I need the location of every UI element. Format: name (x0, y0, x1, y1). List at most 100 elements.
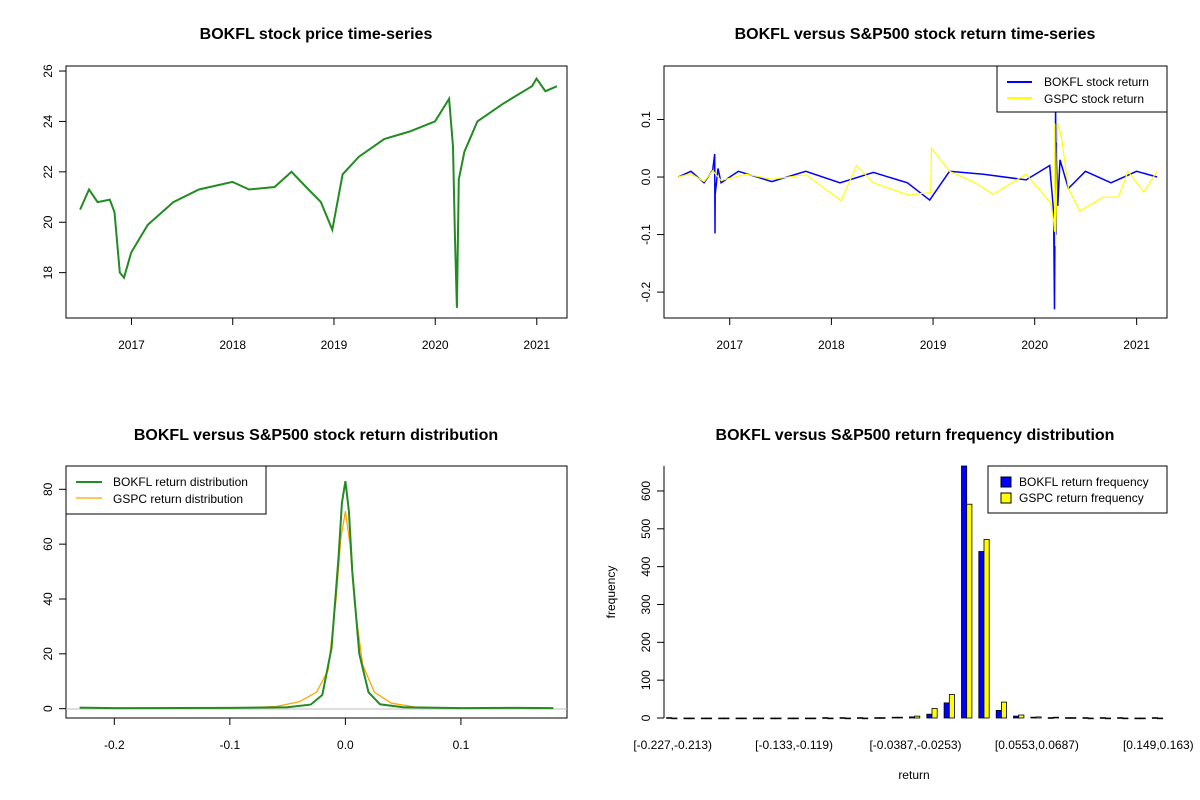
return-frequency-y-axis: 0 100 200 300 400 500 600 (639, 481, 664, 721)
x-tick-label: 2018 (219, 338, 246, 352)
bokfl-density-line (79, 480, 554, 710)
return-density-y-axis: 0 20 40 60 80 (41, 482, 66, 712)
x-axis-label: return (898, 768, 929, 782)
bokfl-frequency-bar (995, 710, 1002, 719)
price-chart-x-axis: 2017 2018 2019 2020 2021 (118, 318, 550, 352)
y-tick-label: 18 (41, 266, 55, 280)
price-chart-y-axis: 18 20 22 24 26 (41, 64, 66, 279)
bokfl-frequency-bar (683, 717, 690, 720)
y-tick-label: 22 (41, 165, 55, 179)
return-timeseries-plot-box (663, 65, 1168, 319)
gspc-frequency-bar (844, 717, 851, 720)
bokfl-frequency-bar (700, 717, 707, 720)
return-frequency-panel: BOKFL versus S&P500 return frequency dis… (604, 427, 1194, 782)
x-tick-label: [-0.227,-0.213) (633, 738, 712, 752)
gspc-frequency-bar (723, 717, 730, 720)
y-tick-label: 100 (639, 670, 653, 690)
bokfl-frequency-bar (839, 717, 846, 719)
x-tick-label: 2020 (422, 338, 449, 352)
gspc-frequency-bar (966, 503, 973, 719)
y-tick-label: 24 (41, 114, 55, 128)
gspc-frequency-bar (862, 717, 869, 720)
y-tick-label: 40 (41, 592, 55, 606)
y-tick-label: 500 (639, 518, 653, 538)
gspc-frequency-bar (1035, 716, 1042, 719)
legend-label-gspc: GSPC return distribution (113, 492, 243, 506)
bokfl-frequency-bar (1117, 717, 1124, 719)
x-tick-label: 2019 (321, 338, 348, 352)
bokfl-return-line (677, 107, 1158, 310)
bokfl-frequency-bar (666, 717, 673, 719)
gspc-frequency-bar (1001, 701, 1008, 719)
bokfl-frequency-bar (735, 717, 742, 720)
legend-box (987, 465, 1168, 514)
x-tick-label: [-0.0387,-0.0253) (869, 738, 961, 752)
gspc-frequency-bar (827, 717, 834, 720)
price-chart-title: BOKFL stock price time-series (200, 26, 433, 43)
x-tick-label: -0.1 (219, 738, 240, 752)
legend-label-bokfl: BOKFL return distribution (113, 475, 248, 489)
x-tick-label: 2017 (118, 338, 145, 352)
x-tick-label: -0.2 (104, 738, 125, 752)
gspc-frequency-bar (1053, 716, 1060, 719)
y-tick-label: 20 (41, 647, 55, 661)
gspc-frequency-bar (775, 717, 782, 720)
return-density-plot-box (65, 465, 568, 719)
bokfl-frequency-bar (961, 465, 968, 719)
gspc-frequency-bar (1122, 717, 1129, 720)
gspc-frequency-bar (1139, 717, 1146, 720)
gspc-return-line (678, 122, 1158, 247)
gspc-frequency-bar (896, 716, 903, 719)
x-tick-label: 2021 (1123, 338, 1150, 352)
gspc-frequency-bar (1070, 717, 1077, 719)
return-timeseries-title: BOKFL versus S&P500 stock return time-se… (735, 26, 1096, 43)
x-tick-label: 0.1 (453, 738, 470, 752)
x-tick-label: 2017 (716, 338, 743, 352)
legend-key-bokfl (1000, 476, 1012, 488)
return-density-panel: BOKFL versus S&P500 stock return distrib… (41, 427, 568, 752)
bokfl-frequency-bar (891, 716, 898, 719)
legend-key-gspc (1000, 492, 1012, 504)
legend-box (65, 465, 267, 515)
bokfl-frequency-bar (770, 717, 777, 720)
y-tick-label: 20 (41, 215, 55, 229)
bokfl-frequency-bar (1134, 717, 1141, 720)
gspc-frequency-bar (810, 717, 817, 720)
return-timeseries-panel: BOKFL versus S&P500 stock return time-se… (639, 26, 1168, 352)
x-tick-label: 2021 (523, 338, 550, 352)
gspc-frequency-bar (792, 717, 799, 720)
gspc-frequency-bar (706, 717, 713, 720)
bokfl-frequency-bar (1082, 717, 1089, 719)
x-tick-label: [0.0553,0.0687) (995, 738, 1079, 752)
legend-label-bokfl: BOKFL return frequency (1019, 475, 1149, 489)
y-tick-label: 80 (41, 482, 55, 496)
gspc-frequency-bar (931, 708, 938, 719)
x-tick-label: 2019 (920, 338, 947, 352)
bokfl-frequency-bar (857, 717, 864, 719)
bokfl-frequency-bar (822, 717, 829, 719)
bokfl-frequency-bar (752, 717, 759, 720)
bokfl-frequency-bar (943, 702, 950, 719)
return-timeseries-x-axis: 2017 2018 2019 2020 2021 (716, 318, 1150, 352)
return-frequency-x-axis: [-0.227,-0.213) [-0.133,-0.119) [-0.0387,-… (633, 738, 1193, 752)
gspc-frequency-bar (1018, 714, 1025, 719)
price-series-line (79, 76, 558, 308)
x-tick-label: [-0.133,-0.119) (755, 738, 833, 752)
legend-label-gspc: GSPC return frequency (1019, 491, 1144, 505)
return-frequency-title: BOKFL versus S&P500 return frequency dis… (716, 427, 1115, 444)
return-density-legend: BOKFL return distribution GSPC return di… (65, 465, 267, 515)
bokfl-frequency-bar (718, 717, 725, 720)
gspc-frequency-bar (688, 717, 695, 720)
gspc-frequency-bar (1105, 717, 1112, 720)
return-timeseries-legend: BOKFL stock return GSPC stock return (996, 65, 1168, 113)
price-chart-plot-box (65, 65, 568, 319)
gspc-density-line (206, 511, 450, 710)
gspc-frequency-bar (671, 717, 678, 720)
x-tick-label: 0.0 (337, 738, 354, 752)
y-tick-label: 0 (41, 705, 55, 712)
return-density-title: BOKFL versus S&P500 stock return distrib… (134, 427, 498, 444)
gspc-frequency-bar (758, 717, 765, 720)
gspc-frequency-bar (1087, 717, 1094, 720)
y-tick-label: 0.1 (639, 111, 653, 128)
